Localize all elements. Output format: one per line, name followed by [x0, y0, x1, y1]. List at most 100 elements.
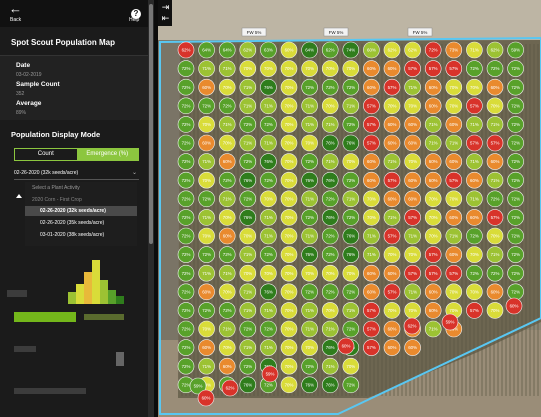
sample-point[interactable]: 72% — [507, 264, 524, 282]
sample-point[interactable]: 60% — [363, 283, 380, 301]
sample-point[interactable]: 60% — [424, 153, 442, 170]
sample-point[interactable]: 76% — [301, 171, 318, 189]
sample-point[interactable]: 71% — [466, 153, 483, 170]
sample-point[interactable]: 60% — [445, 246, 463, 263]
sample-point[interactable]: 72% — [177, 246, 195, 263]
sample-point[interactable]: 60% — [363, 171, 380, 189]
sample-point[interactable]: 71% — [198, 60, 215, 77]
sample-point[interactable]: 71% — [301, 320, 318, 338]
sample-point[interactable]: 62% — [239, 41, 257, 59]
expand-icon[interactable]: ⇥ — [161, 2, 170, 12]
sample-point[interactable]: 71% — [301, 97, 318, 115]
sample-point[interactable]: 71% — [239, 339, 257, 356]
sample-point[interactable]: 70% — [342, 153, 360, 170]
sample-point[interactable]: 57% — [445, 171, 463, 189]
sample-point[interactable]: 72% — [260, 171, 277, 189]
sample-point[interactable]: 70% — [239, 227, 257, 245]
sample-point[interactable]: 57% — [424, 264, 442, 282]
sample-point[interactable]: 57% — [363, 97, 380, 115]
sample-point[interactable]: 71% — [239, 302, 257, 319]
sample-point[interactable]: 71% — [404, 227, 421, 245]
sample-point[interactable]: 60% — [363, 78, 380, 96]
sample-point[interactable]: 70% — [445, 97, 463, 115]
sample-point[interactable]: 70% — [424, 209, 442, 226]
sample-point[interactable]: 57% — [363, 302, 380, 319]
sample-point[interactable]: 70% — [280, 283, 298, 301]
sample-point[interactable]: 57% — [445, 60, 463, 77]
sample-point[interactable]: 70% — [404, 246, 421, 263]
sidebar-scrollbar[interactable] — [148, 0, 154, 417]
sample-point[interactable]: 76% — [321, 171, 339, 189]
sample-point[interactable]: 70% — [424, 190, 442, 208]
sample-point[interactable]: 62% — [221, 379, 239, 397]
sample-point[interactable]: 57% — [445, 264, 463, 282]
sample-point[interactable]: 72% — [177, 171, 195, 189]
back-button[interactable]: ← Back — [7, 2, 37, 25]
sample-point[interactable]: 72% — [198, 97, 215, 115]
sample-point[interactable]: 70% — [486, 302, 504, 319]
sample-point[interactable]: 70% — [383, 302, 401, 319]
sample-point[interactable]: 71% — [260, 209, 277, 226]
sample-point[interactable]: 62% — [486, 41, 504, 59]
sample-point[interactable]: 72% — [507, 78, 524, 96]
sample-point[interactable]: 71% — [260, 134, 277, 152]
sample-point[interactable]: 57% — [383, 171, 401, 189]
sample-point[interactable]: 70% — [280, 320, 298, 338]
sample-point[interactable]: 76% — [301, 376, 318, 394]
sample-point[interactable]: 71% — [218, 60, 236, 77]
sample-point[interactable]: 71% — [486, 246, 504, 263]
sample-point[interactable]: 70% — [363, 209, 380, 226]
sample-point[interactable]: 72% — [342, 283, 360, 301]
sample-point[interactable]: 72% — [342, 116, 360, 133]
sample-point[interactable]: 60% — [505, 297, 523, 315]
sample-point[interactable]: 71% — [342, 190, 360, 208]
sample-point[interactable]: 60% — [198, 283, 215, 301]
sample-point[interactable]: 72% — [218, 171, 236, 189]
sample-point[interactable]: 71% — [218, 190, 236, 208]
sample-point[interactable]: 70% — [280, 302, 298, 319]
sample-point[interactable]: 72% — [301, 283, 318, 301]
sample-point[interactable]: 70% — [301, 134, 318, 152]
sample-point[interactable]: 72% — [507, 153, 524, 170]
sample-point[interactable]: 72% — [486, 190, 504, 208]
sample-point[interactable]: 70% — [260, 60, 277, 77]
sample-point[interactable]: 60% — [198, 339, 215, 356]
sample-point[interactable]: 76% — [321, 339, 339, 356]
sample-point[interactable]: 72% — [198, 246, 215, 263]
sample-point[interactable]: 57% — [363, 116, 380, 133]
sample-point[interactable]: 72% — [342, 209, 360, 226]
sample-point[interactable]: 72% — [177, 264, 195, 282]
sample-point[interactable]: 60% — [424, 302, 442, 319]
sample-point[interactable]: 76% — [260, 283, 277, 301]
sample-point[interactable]: 72% — [301, 357, 318, 375]
sample-point[interactable]: 60% — [363, 153, 380, 170]
sample-point[interactable]: 60% — [445, 153, 463, 170]
sample-point[interactable]: 70% — [280, 153, 298, 170]
sample-point[interactable]: 70% — [321, 97, 339, 115]
sample-point[interactable]: 72% — [342, 320, 360, 338]
sample-point[interactable]: 71% — [363, 227, 380, 245]
sample-point[interactable]: 62% — [403, 317, 421, 335]
sample-point[interactable]: 70% — [280, 339, 298, 356]
sample-point[interactable]: 70% — [445, 78, 463, 96]
sample-point[interactable]: 73% — [445, 41, 463, 59]
sample-point[interactable]: 71% — [466, 190, 483, 208]
sample-point[interactable]: 57% — [424, 246, 442, 263]
sample-point[interactable]: 72% — [507, 190, 524, 208]
scrollbar-thumb[interactable] — [149, 4, 153, 244]
sample-point[interactable]: 71% — [301, 190, 318, 208]
sample-point[interactable]: 62% — [404, 41, 421, 59]
sample-point[interactable]: 70% — [404, 302, 421, 319]
sample-point[interactable]: 70% — [280, 376, 298, 394]
sample-point[interactable]: 62% — [321, 41, 339, 59]
sample-point[interactable]: 71% — [260, 302, 277, 319]
sample-point[interactable]: 76% — [260, 78, 277, 96]
sample-point[interactable]: 70% — [404, 97, 421, 115]
sample-point[interactable]: 71% — [301, 227, 318, 245]
sample-point[interactable]: 76% — [301, 246, 318, 263]
sample-point[interactable]: 71% — [218, 264, 236, 282]
sample-point[interactable]: 76% — [342, 246, 360, 263]
sample-point[interactable]: 60% — [383, 134, 401, 152]
sample-point[interactable]: 70% — [486, 97, 504, 115]
sample-point[interactable]: 72% — [466, 227, 483, 245]
